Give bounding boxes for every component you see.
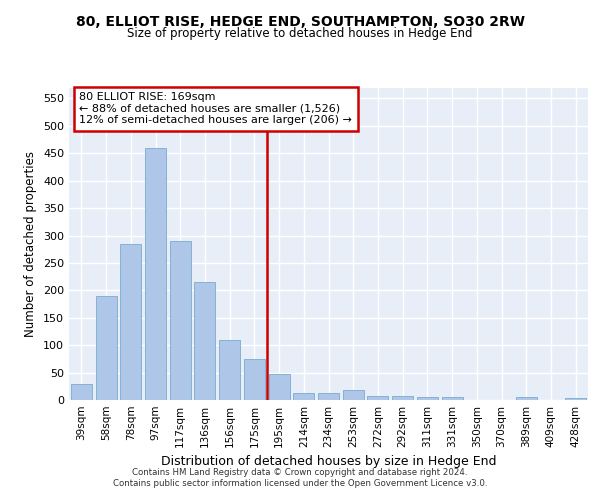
Bar [219,340,240,400]
Text: Contains HM Land Registry data © Crown copyright and database right 2024.
Contai: Contains HM Land Registry data © Crown c… [113,468,487,487]
Text: Size of property relative to detached houses in Hedge End: Size of property relative to detached ho… [127,28,473,40]
Bar [244,359,265,400]
X-axis label: Distribution of detached houses by size in Hedge End: Distribution of detached houses by size … [161,456,496,468]
Y-axis label: Number of detached properties: Number of detached properties [25,151,37,337]
Bar [71,384,92,400]
Bar [120,244,141,400]
Bar [318,394,339,400]
Bar [269,374,290,400]
Bar [516,398,537,400]
Bar [194,282,215,400]
Text: 80 ELLIOT RISE: 169sqm
← 88% of detached houses are smaller (1,526)
12% of semi-: 80 ELLIOT RISE: 169sqm ← 88% of detached… [79,92,352,126]
Bar [293,394,314,400]
Bar [565,398,586,400]
Bar [145,148,166,400]
Text: 80, ELLIOT RISE, HEDGE END, SOUTHAMPTON, SO30 2RW: 80, ELLIOT RISE, HEDGE END, SOUTHAMPTON,… [76,15,524,29]
Bar [442,398,463,400]
Bar [392,396,413,400]
Bar [343,390,364,400]
Bar [417,398,438,400]
Bar [170,241,191,400]
Bar [367,396,388,400]
Bar [95,296,116,400]
